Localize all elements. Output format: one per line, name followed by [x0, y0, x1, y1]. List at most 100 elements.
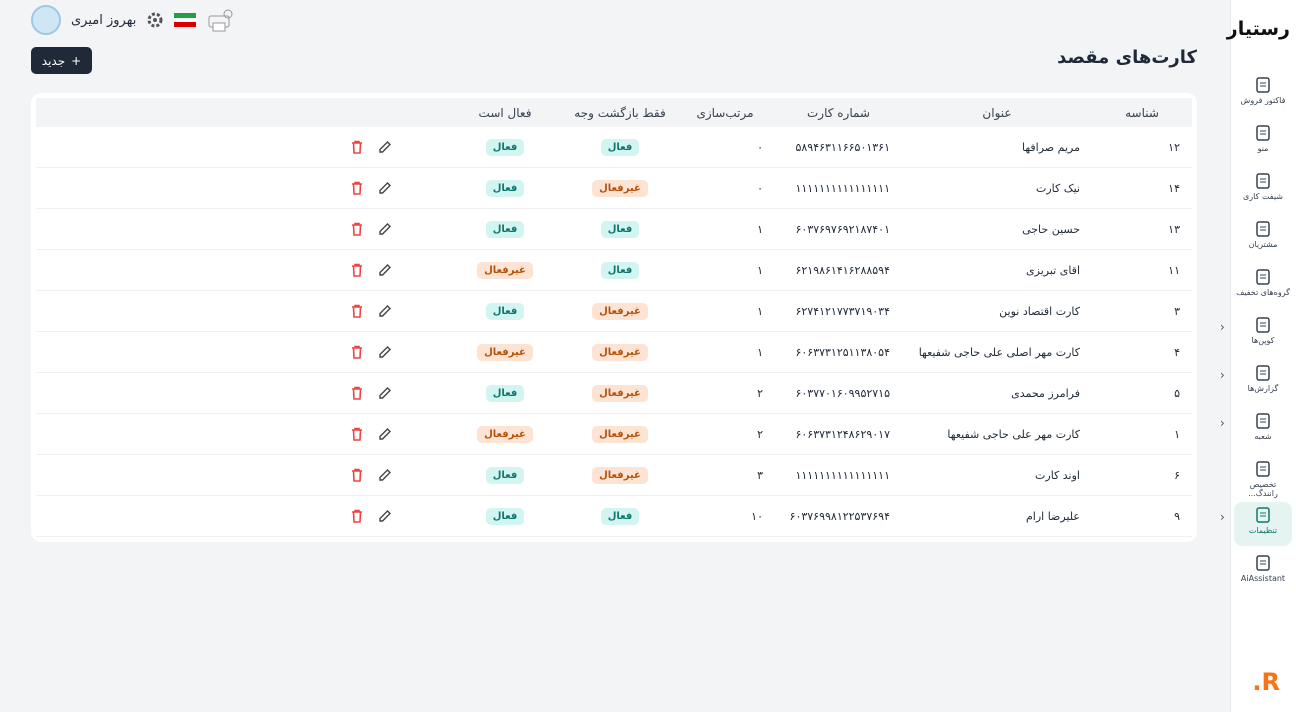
badge-cell: فعال — [445, 466, 565, 484]
nav-item[interactable]: ‹ کوپن‌ها — [1220, 312, 1292, 356]
cell: ۱ — [757, 345, 763, 359]
edit-button[interactable] — [377, 467, 393, 483]
cell: ۱۱ — [1168, 263, 1180, 277]
status-badge: فعال — [485, 507, 525, 525]
cell: اقای تبریزی — [1026, 263, 1080, 277]
delete-button[interactable] — [349, 221, 365, 237]
column-header: فقط بازگشت وجه — [574, 105, 666, 120]
edit-button[interactable] — [377, 426, 393, 442]
printer-icon[interactable] — [206, 7, 234, 33]
table-header: شناسه عنوان شماره کارت مرتب‌سازی فقط بازگشت … — [36, 98, 1192, 127]
edit-button[interactable] — [377, 139, 393, 155]
badge-cell: غیرفعال — [565, 302, 675, 320]
top-bar: بهروز امیری — [31, 5, 234, 35]
avatar[interactable] — [31, 5, 61, 35]
cell: ۶۰۳۷۷۰۱۶۰۹۹۵۲۷۱۵ — [795, 386, 890, 400]
delete-button[interactable] — [349, 262, 365, 278]
chevron: ‹ — [1220, 510, 1225, 524]
nav-item[interactable]: گروه‌های تخفیف — [1234, 264, 1292, 308]
actions — [36, 508, 445, 524]
actions — [36, 426, 445, 442]
badge-cell: فعال — [445, 384, 565, 402]
table-row: ۳ کارت اقتصاد نوین ۶۲۷۴۱۲۱۷۷۳۷۱۹۰۳۴ ۱ غیرفعا… — [36, 291, 1192, 332]
table-row: ۵ فرامرز محمدی ۶۰۳۷۷۰۱۶۰۹۹۵۲۷۱۵ ۲ غیرفعال فعا… — [36, 373, 1192, 414]
badge-cell: غیرفعال — [445, 261, 565, 279]
status-badge: غیرفعال — [477, 343, 533, 361]
nav-item[interactable]: شیفت کاری — [1234, 168, 1292, 212]
edit-button[interactable] — [377, 221, 393, 237]
edit-button[interactable] — [377, 262, 393, 278]
edit-button[interactable] — [377, 385, 393, 401]
cell: ۶۲۷۴۱۲۱۷۷۳۷۱۹۰۳۴ — [795, 304, 890, 318]
cell: ۱ — [1174, 427, 1180, 441]
edit-button[interactable] — [377, 180, 393, 196]
nav-icon — [1256, 77, 1270, 93]
badge-cell: فعال — [565, 220, 675, 238]
actions — [36, 303, 445, 319]
badge-cell: غیرفعال — [445, 425, 565, 443]
nav-item[interactable]: منو — [1234, 120, 1292, 164]
table-row: ۱ کارت مهر علی حاجی شفیعها ۶۰۶۳۷۳۱۲۴۸۶۲۹۰۱… — [36, 414, 1192, 455]
badge-cell: غیرفعال — [565, 343, 675, 361]
cell: ۲ — [757, 427, 763, 441]
badge-cell: غیرفعال — [565, 384, 675, 402]
nav-label: فاکتور فروش — [1240, 96, 1286, 105]
cell: ۲ — [757, 386, 763, 400]
edit-button[interactable] — [377, 508, 393, 524]
edit-button[interactable] — [377, 303, 393, 319]
status-badge: فعال — [485, 302, 525, 320]
nav-item[interactable]: ‹ شعبه — [1220, 408, 1292, 452]
status-badge: فعال — [485, 138, 525, 156]
badge-cell: فعال — [445, 138, 565, 156]
column-header: مرتب‌سازی — [696, 105, 754, 120]
badge-cell: غیرفعال — [445, 343, 565, 361]
cell: ۱۳ — [1168, 222, 1180, 236]
cell: ۱ — [757, 304, 763, 318]
status-badge: غیرفعال — [477, 425, 533, 443]
cell: نیک کارت — [1036, 181, 1080, 195]
badge-cell: فعال — [445, 302, 565, 320]
nav-item[interactable]: ‹ گزارش‌ها — [1220, 360, 1292, 404]
delete-button[interactable] — [349, 426, 365, 442]
settings-icon[interactable] — [146, 11, 164, 29]
cell: ۶۰۳۷۶۹۹۸۱۲۲۵۳۷۶۹۴ — [789, 509, 890, 523]
nav-item[interactable]: ‹ تنظیمات — [1220, 502, 1292, 546]
new-button[interactable]: + جدید — [31, 47, 92, 74]
status-badge: غیرفعال — [592, 179, 648, 197]
brand: R. — [1252, 668, 1280, 696]
cell: ۱۴ — [1168, 181, 1180, 195]
nav-item[interactable]: مشتریان — [1234, 216, 1292, 260]
cell: کارت مهر اصلی علی حاجی شفیعها — [918, 345, 1080, 359]
user-name[interactable]: بهروز امیری — [71, 12, 137, 28]
actions — [36, 385, 445, 401]
cell: ۰ — [757, 140, 763, 154]
status-badge: فعال — [600, 220, 640, 238]
delete-button[interactable] — [349, 344, 365, 360]
delete-button[interactable] — [349, 467, 365, 483]
cell: ۳ — [757, 468, 763, 482]
cell: ۱۱۱۱۱۱۱۱۱۱۱۱۱۱۱۱ — [795, 181, 890, 195]
cell: ۵۸۹۴۶۳۱۱۶۶۵۰۱۳۶۱ — [795, 140, 890, 154]
column-header: فعال است — [478, 105, 532, 120]
delete-button[interactable] — [349, 385, 365, 401]
status-badge: غیرفعال — [477, 261, 533, 279]
nav-item[interactable]: AiAssistant — [1234, 550, 1292, 594]
status-badge: غیرفعال — [592, 466, 648, 484]
nav-item[interactable]: فاکتور فروش — [1234, 72, 1292, 116]
delete-button[interactable] — [349, 303, 365, 319]
delete-button[interactable] — [349, 139, 365, 155]
delete-button[interactable] — [349, 180, 365, 196]
cell: اوند کارت — [1035, 468, 1080, 482]
nav-item[interactable]: تخصیص رانندگ... — [1234, 456, 1292, 500]
badge-cell: غیرفعال — [565, 425, 675, 443]
table-row: ۶ اوند کارت ۱۱۱۱۱۱۱۱۱۱۱۱۱۱۱۱ ۳ غیرفعال فعال — [36, 455, 1192, 496]
flag[interactable] — [174, 13, 197, 27]
nav-label: منو — [1257, 144, 1269, 153]
edit-button[interactable] — [377, 344, 393, 360]
cell: کارت اقتصاد نوین — [999, 304, 1080, 318]
logo: رستیار — [1226, 18, 1290, 40]
status-badge: فعال — [485, 384, 525, 402]
delete-button[interactable] — [349, 508, 365, 524]
badge-cell: فعال — [565, 507, 675, 525]
actions — [36, 221, 445, 237]
